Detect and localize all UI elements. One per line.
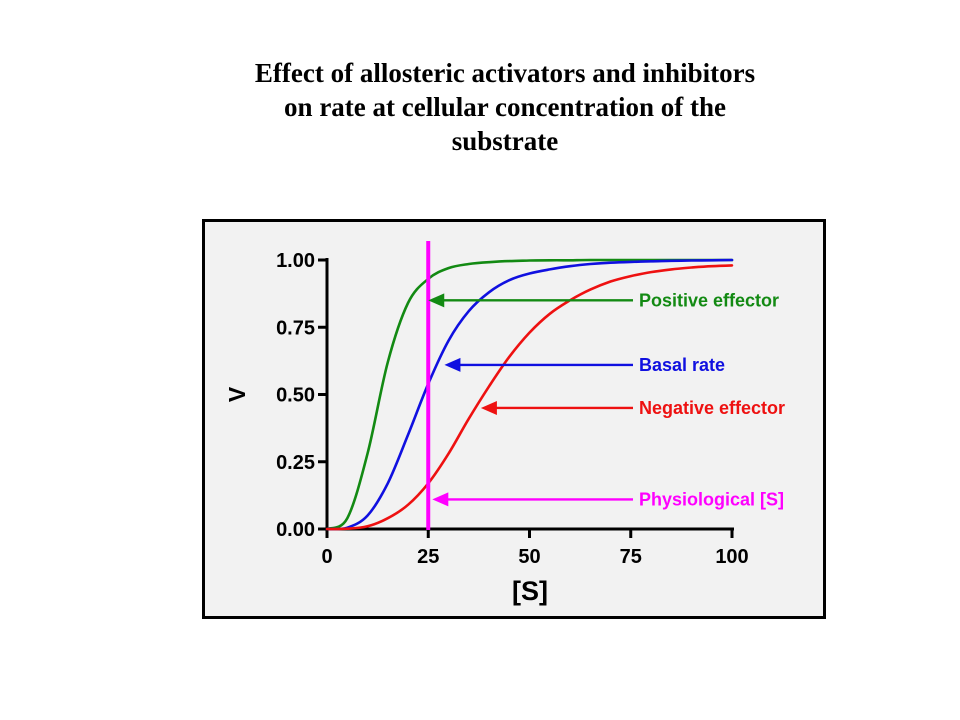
annotation-layer: Positive effector Basal rate Negative effe… — [428, 290, 785, 509]
title-line-3: substrate — [451, 126, 559, 156]
y-tick-label: 1.00 — [276, 250, 315, 272]
annotation-label-positive-effector: Positive effector — [639, 290, 779, 310]
title-line-1: Effect of allosteric activators and inhi… — [254, 58, 756, 88]
annotation-arrowhead-basal-rate — [444, 357, 461, 372]
y-tick-label: 0.25 — [276, 452, 315, 474]
title-line-2: on rate at cellular concentration of the — [284, 92, 726, 122]
y-tick-label: 0.00 — [276, 519, 315, 541]
annotation-arrowhead-positive-effector — [428, 293, 445, 308]
y-tick-label: 0.50 — [276, 385, 315, 407]
x-tick-label: 0 — [321, 546, 332, 568]
x-tick-label: 75 — [620, 546, 642, 568]
series-line-basal-rate — [325, 258, 734, 531]
x-tick-label: 25 — [417, 546, 439, 568]
series-layer — [325, 258, 734, 531]
chart-svg: 0.00 0.25 0.50 0.75 1.00 0 25 50 75 100 [S] V Posit… — [224, 241, 785, 606]
annotation-arrowhead-physiological-s — [432, 492, 449, 507]
annotation-label-physiological-s: Physiological [S] — [639, 489, 784, 509]
axes-layer: 0.00 0.25 0.50 0.75 1.00 0 25 50 75 100 [S] V — [224, 250, 749, 606]
x-tick-label: 50 — [518, 546, 540, 568]
annotation-label-negative-effector: Negative effector — [639, 398, 785, 418]
y-axis-label: V — [224, 386, 250, 402]
x-tick-label: 100 — [715, 546, 748, 568]
series-line-negative-effector — [325, 264, 734, 531]
y-tick-label: 0.75 — [276, 317, 315, 339]
x-axis-label: [S] — [512, 576, 548, 606]
annotation-arrowhead-negative-effector — [480, 400, 497, 415]
annotation-label-basal-rate: Basal rate — [639, 355, 725, 375]
chart-frame: 0.00 0.25 0.50 0.75 1.00 0 25 50 75 100 [S] V Posit… — [202, 219, 826, 619]
slide-title: Effect of allosteric activators and inhi… — [180, 56, 830, 158]
